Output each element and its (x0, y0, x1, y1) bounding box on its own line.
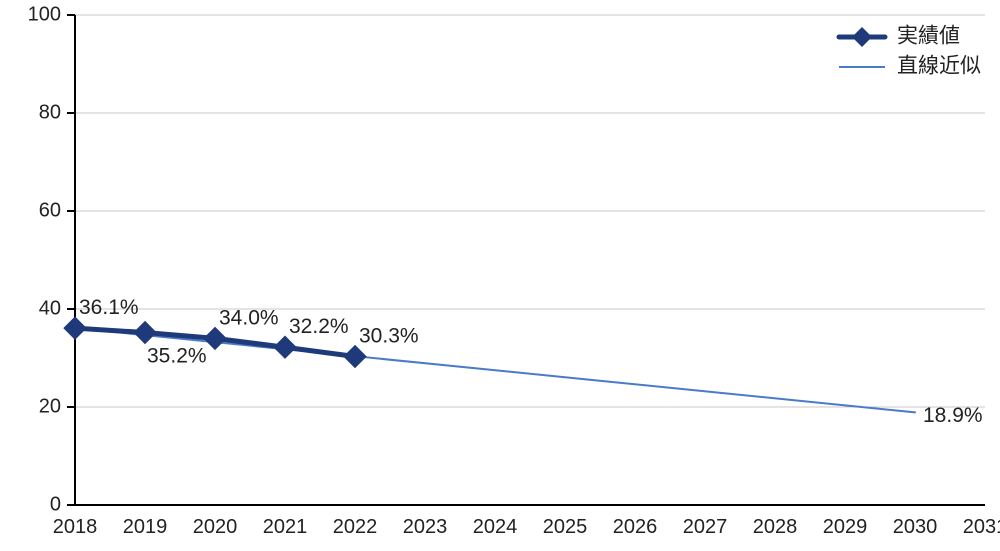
trend-end-label: 18.9% (923, 404, 983, 427)
data-label: 34.0% (219, 306, 279, 329)
x-tick-label: 2019 (123, 516, 168, 538)
line-chart: 0 20 40 60 80 100 2018 2019 2020 2021 2022 2023 2024… (0, 0, 1000, 551)
x-tick-label: 2028 (753, 516, 798, 538)
x-tick-label: 2030 (893, 516, 938, 538)
y-tick-label: 20 (39, 395, 61, 417)
data-label: 32.2% (289, 315, 349, 338)
legend-label: 直線近似 (897, 55, 981, 78)
x-tick-label: 2023 (403, 516, 448, 538)
x-tick-label: 2022 (333, 516, 378, 538)
x-tick-label: 2024 (473, 516, 518, 538)
x-tick-label: 2027 (683, 516, 728, 538)
y-tick-label: 100 (28, 3, 61, 25)
x-tick-label: 2025 (543, 516, 588, 538)
legend-label: 実績値 (897, 25, 960, 48)
x-tick-label: 2020 (193, 516, 238, 538)
data-label: 36.1% (79, 296, 139, 319)
data-label: 30.3% (359, 325, 419, 348)
y-tick-label: 40 (39, 297, 61, 319)
y-tick-label: 80 (39, 101, 61, 123)
x-tick-label: 2031 (963, 516, 1000, 538)
x-tick-label: 2018 (53, 516, 98, 538)
x-tick-label: 2021 (263, 516, 308, 538)
y-tick-label: 60 (39, 199, 61, 221)
data-label: 35.2% (147, 345, 207, 368)
y-tick-label: 0 (50, 493, 61, 515)
x-tick-label: 2029 (823, 516, 868, 538)
x-tick-label: 2026 (613, 516, 658, 538)
